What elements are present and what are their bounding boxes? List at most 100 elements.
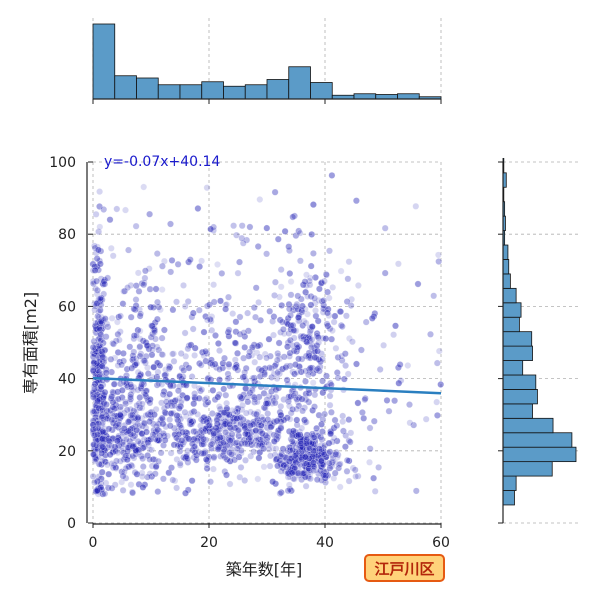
scatter-point <box>107 244 115 252</box>
scatter-point <box>300 317 308 325</box>
scatter-point <box>174 442 182 450</box>
scatter-point <box>319 389 327 397</box>
scatter-point <box>262 400 270 407</box>
y-tick-label: 100 <box>49 155 76 171</box>
scatter-point <box>266 307 274 315</box>
scatter-point <box>255 418 263 426</box>
scatter-point <box>320 277 328 285</box>
scatter-point <box>316 445 323 453</box>
scatter-point <box>234 269 242 277</box>
scatter-point <box>315 411 323 419</box>
scatter-point <box>309 379 317 387</box>
scatter-point <box>253 410 260 418</box>
scatter-point <box>94 397 102 405</box>
scatter-point <box>251 358 259 366</box>
scatter-point <box>99 443 107 451</box>
scatter-point <box>321 442 329 449</box>
scatter-point <box>298 424 306 432</box>
scatter-point <box>282 363 290 371</box>
scatter-point <box>204 316 211 324</box>
scatter-point <box>236 313 244 321</box>
scatter-point <box>146 470 154 478</box>
scatter-point <box>139 455 147 462</box>
scatter-point <box>162 371 170 378</box>
scatter-point <box>351 466 359 474</box>
scatter-point <box>99 406 107 414</box>
scatter-point <box>97 383 105 391</box>
scatter-point <box>310 433 318 441</box>
right-hist-bar <box>502 446 577 463</box>
scatter-point <box>115 313 123 321</box>
scatter-point <box>101 315 109 323</box>
scatter-point <box>261 350 269 358</box>
regression-equation: y=-0.07x+40.14 <box>104 154 220 170</box>
scatter-point <box>115 421 123 428</box>
scatter-point <box>258 413 266 421</box>
scatter-point <box>298 306 306 314</box>
scatter-point <box>291 452 299 459</box>
scatter-point <box>334 353 342 361</box>
scatter-point <box>242 430 250 438</box>
scatter-point <box>182 453 190 461</box>
scatter-point <box>331 312 339 320</box>
scatter-point <box>133 360 141 367</box>
scatter-point <box>134 386 142 394</box>
scatter-point <box>155 457 162 465</box>
scatter-point <box>302 396 310 404</box>
scatter-point <box>215 412 222 420</box>
scatter-point <box>225 360 233 368</box>
scatter-point <box>226 437 234 444</box>
scatter-point <box>318 350 325 358</box>
scatter-point <box>242 456 249 464</box>
scatter-point <box>269 478 277 486</box>
scatter-point <box>91 244 99 252</box>
scatter-point <box>162 423 170 431</box>
scatter-point <box>352 473 360 480</box>
right-hist-bar <box>502 490 515 506</box>
scatter-point <box>191 390 199 397</box>
scatter-point <box>300 469 307 477</box>
scatter-point <box>109 464 117 472</box>
right-hist-bar <box>502 244 509 260</box>
scatter-point <box>95 404 103 412</box>
scatter-point <box>152 405 160 413</box>
scatter-point <box>272 393 280 401</box>
scatter-point <box>136 327 144 335</box>
scatter-point <box>220 448 228 456</box>
scatter-point <box>310 447 317 455</box>
scatter-point <box>125 427 133 435</box>
scatter-point <box>319 377 326 385</box>
scatter-point <box>117 457 124 465</box>
scatter-point <box>320 471 328 479</box>
scatter-point <box>114 437 121 445</box>
scatter-point <box>342 362 349 369</box>
scatter-point <box>177 402 185 410</box>
scatter-point <box>190 400 198 408</box>
scatter-point <box>188 440 196 448</box>
scatter-point <box>265 335 273 343</box>
scatter-point <box>129 424 136 432</box>
scatter-point <box>251 398 259 406</box>
scatter-point <box>123 456 131 463</box>
scatter-point <box>242 385 250 392</box>
scatter-point <box>106 216 114 224</box>
scatter-point <box>294 314 302 321</box>
scatter-point <box>327 408 335 416</box>
scatter-point <box>315 297 323 304</box>
scatter-point <box>284 487 292 495</box>
scatter-point <box>237 447 245 454</box>
scatter-point <box>104 461 111 469</box>
scatter-point <box>313 424 320 432</box>
x-marginal-histogram <box>92 18 442 104</box>
scatter-point <box>313 476 321 483</box>
scatter-point <box>99 435 107 443</box>
scatter-point <box>108 410 116 418</box>
scatter-point <box>437 381 445 388</box>
scatter-point <box>256 353 264 361</box>
scatter-point <box>294 292 302 300</box>
scatter-point <box>160 326 168 334</box>
scatter-point <box>90 451 98 459</box>
scatter-point <box>222 428 230 436</box>
scatter-point <box>307 293 315 300</box>
scatter-point <box>286 444 294 451</box>
